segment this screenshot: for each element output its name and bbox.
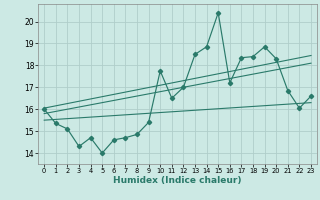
X-axis label: Humidex (Indice chaleur): Humidex (Indice chaleur)	[113, 176, 242, 185]
